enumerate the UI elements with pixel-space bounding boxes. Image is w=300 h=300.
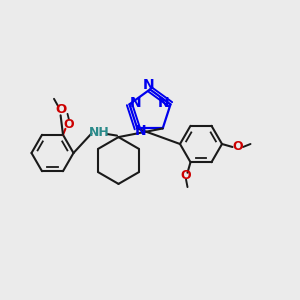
Text: O: O xyxy=(64,118,74,131)
Text: O: O xyxy=(181,169,191,182)
Text: N: N xyxy=(143,78,154,92)
Text: N: N xyxy=(134,124,146,139)
Text: O: O xyxy=(232,140,243,154)
Text: O: O xyxy=(55,103,66,116)
Text: N: N xyxy=(130,96,142,110)
Text: N: N xyxy=(158,96,170,110)
Text: NH: NH xyxy=(88,126,110,139)
